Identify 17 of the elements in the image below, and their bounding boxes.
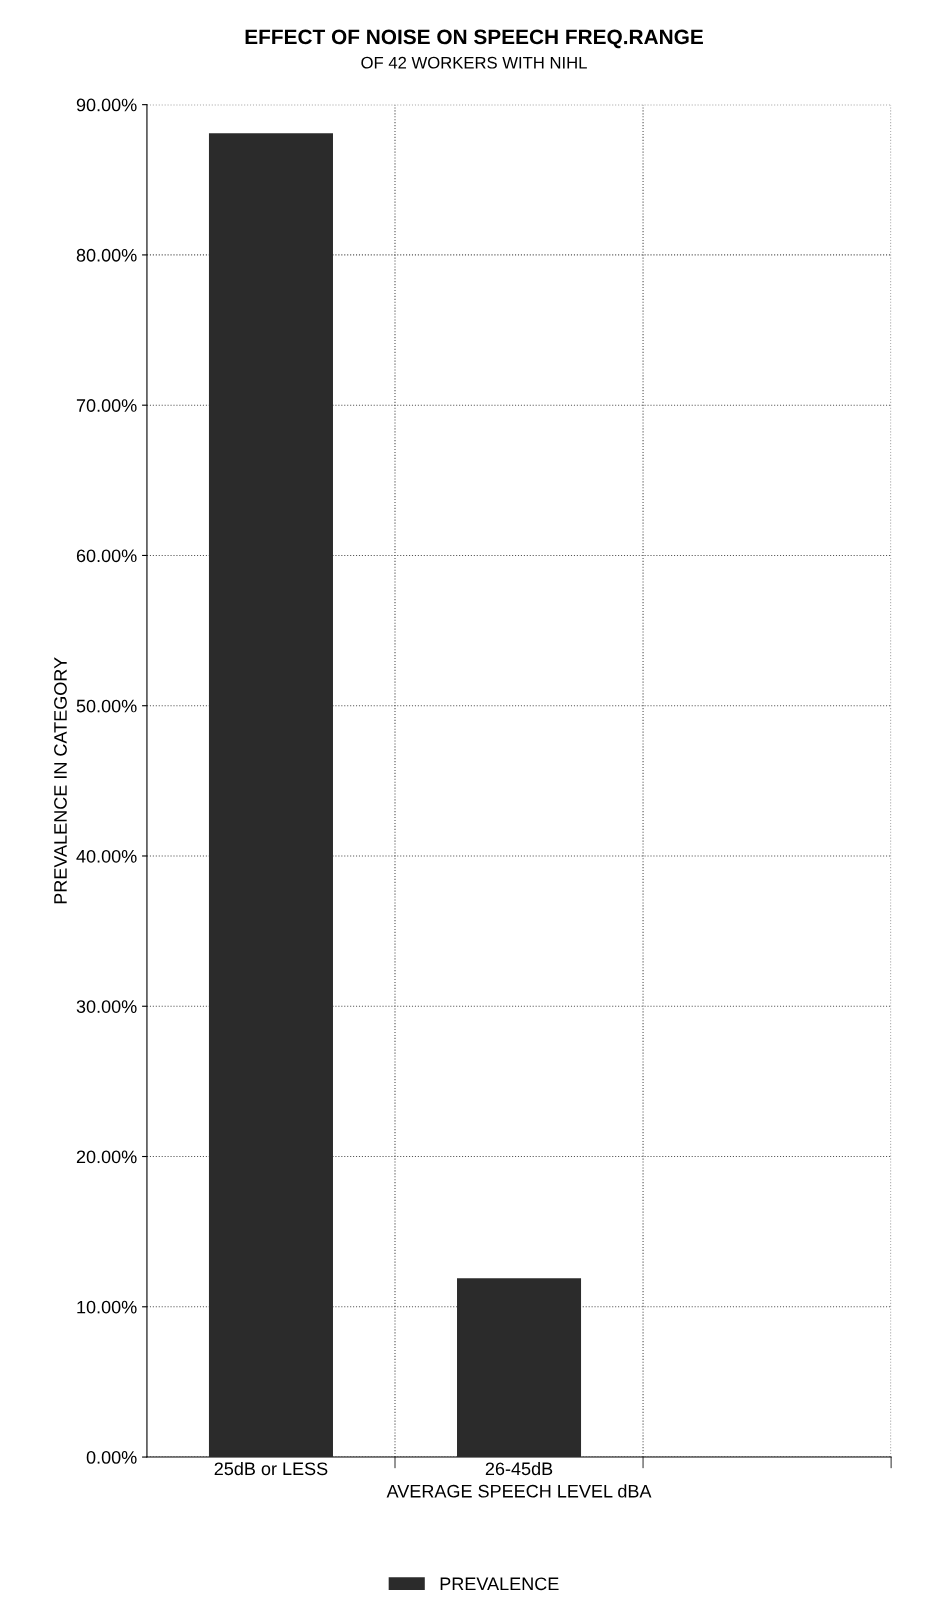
y-tick-label: 60.00%	[76, 549, 137, 563]
y-tick-label: 50.00%	[76, 699, 137, 713]
y-tick-label: 20.00%	[76, 1150, 137, 1164]
y-axis-title: PREVALENCE IN CATEGORY	[54, 657, 67, 904]
chart-subtitle: OF 42 WORKERS WITH NIHL	[361, 56, 587, 69]
y-tick-label: 70.00%	[76, 399, 137, 412]
x-axis-title: AVERAGE SPEECH LEVEL dBA	[386, 1484, 652, 1498]
chart-title: EFFECT OF NOISE ON SPEECH FREQ.RANGE	[245, 29, 703, 49]
y-tick-label: 10.00%	[77, 1300, 137, 1314]
y-tick-label: 90.00%	[76, 98, 137, 112]
x-tick-label: 25dB or LESS	[214, 1461, 328, 1476]
x-tick-label: 26-45dB	[485, 1461, 553, 1476]
y-tick-label: 40.00%	[76, 849, 137, 863]
y-tick-label: 80.00%	[76, 248, 137, 262]
y-tick-label: 30.00%	[76, 1000, 137, 1013]
y-tick-label: 0.00%	[86, 1450, 137, 1464]
legend-label: PREVALENCE	[440, 1577, 559, 1591]
